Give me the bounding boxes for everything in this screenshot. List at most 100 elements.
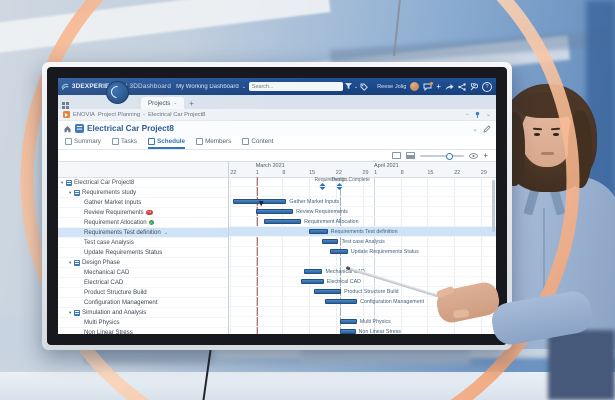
task-row[interactable]: ▾ Requirements study <box>58 188 228 198</box>
gantt-row[interactable]: Gather Market Inputs <box>229 197 496 207</box>
tab-schedule[interactable]: Schedule <box>148 136 186 149</box>
3dexperience-compass-logo[interactable] <box>106 81 129 104</box>
gantt-bar[interactable] <box>339 329 356 334</box>
filter-icon[interactable] <box>344 83 352 90</box>
tools-icon[interactable] <box>470 82 478 91</box>
zoom-slider-knob[interactable] <box>445 152 453 160</box>
gantt-bar-label: Requirements Test definition <box>330 229 398 235</box>
task-row[interactable]: Product Structure Build <box>58 288 228 298</box>
task-row[interactable]: Multi Physics <box>58 318 228 328</box>
tree-body: ▾ Electrical Car Project8 ▾ Requirements st… <box>58 178 228 334</box>
row-expand-chevron-icon[interactable]: ⌄ <box>163 229 168 236</box>
presenter-hair-fringe <box>516 92 580 118</box>
screen: 3DEXPERIENCE | 3DDashboard My Working Da… <box>58 78 496 334</box>
tab-summary[interactable]: Summary <box>65 136 101 149</box>
task-row[interactable]: Gather Market Inputs <box>58 198 228 208</box>
week-tick: 29 <box>362 170 369 176</box>
user-name[interactable]: Reese Jolig <box>377 83 407 90</box>
breadcrumb-app[interactable]: ENOVIA <box>73 111 95 118</box>
gantt-row[interactable]: Requirement Allocation <box>229 217 496 227</box>
project-node-icon <box>74 259 80 266</box>
breadcrumb-item[interactable]: Electrical Car Project8 <box>148 111 206 118</box>
tag-icon[interactable] <box>360 83 369 91</box>
show-hide-eye-icon[interactable] <box>469 152 479 159</box>
task-row[interactable]: Review Requirements +1 <box>58 208 228 218</box>
task-row[interactable]: Update Requirements Status <box>58 248 228 258</box>
tab-content[interactable]: Content <box>242 136 273 149</box>
tree-header <box>58 162 228 178</box>
edit-pencil-icon[interactable] <box>483 124 491 133</box>
add-task-icon[interactable]: + <box>483 150 488 160</box>
zoom-slider[interactable] <box>420 152 465 160</box>
gantt-bar[interactable] <box>301 279 324 284</box>
gantt-row[interactable]: Non Linear Stress <box>229 327 496 334</box>
dashboard-tab-label: Projects <box>148 99 171 107</box>
gantt-row[interactable]: Requirements Test definition <box>229 227 496 237</box>
tab-tasks[interactable]: Tasks <box>111 136 137 149</box>
task-row[interactable]: Electrical CAD <box>58 278 228 288</box>
pin-icon[interactable] <box>474 111 481 118</box>
task-row[interactable]: ▾ Simulation and Analysis <box>58 308 228 318</box>
timeline-header[interactable]: March 2021 April 2021 22 1 8 15 22 29 1 8 15 22 29 <box>229 162 496 178</box>
gantt-bar[interactable] <box>309 229 328 234</box>
minimize-icon[interactable]: − <box>465 111 469 118</box>
gantt-row[interactable]: Test case Analysis <box>229 237 496 247</box>
chevron-down-icon[interactable]: ⌄ <box>485 112 491 118</box>
chevron-down-icon[interactable]: ⌄ <box>173 100 178 105</box>
task-row[interactable]: Mechanical CAD <box>58 268 228 278</box>
tab-label: Members <box>205 138 232 145</box>
gantt-row[interactable]: Update Requirements Status <box>229 247 496 257</box>
task-name: Requirement Allocation <box>84 219 147 226</box>
vertical-scrollbar[interactable] <box>492 180 495 232</box>
task-row[interactable]: Configuration Management <box>58 298 228 308</box>
gantt-bar[interactable] <box>339 319 357 324</box>
display-mode-icon[interactable] <box>392 152 402 159</box>
project-node-icon <box>74 309 80 316</box>
dashboard-selector[interactable]: My Working Dashboard <box>176 83 239 90</box>
title-actions: ⌄ <box>472 124 491 133</box>
chevron-down-icon[interactable]: ⌄ <box>241 83 246 90</box>
enovia-app-icon[interactable] <box>63 111 70 118</box>
gantt-bar[interactable] <box>256 209 294 214</box>
gantt-bar[interactable] <box>314 289 342 294</box>
gantt-row[interactable] <box>229 257 496 267</box>
task-row[interactable]: ▾ Electrical Car Project8 <box>58 178 228 188</box>
app-grid-icon[interactable] <box>62 102 69 109</box>
gantt-row[interactable] <box>229 187 496 197</box>
share-network-icon[interactable] <box>458 82 466 91</box>
gantt-bar[interactable] <box>263 219 302 224</box>
task-row[interactable]: Non Linear Stress <box>58 328 228 334</box>
dashboard-tab[interactable]: Projects ⌄ <box>141 97 185 109</box>
search-input[interactable] <box>248 82 343 91</box>
chevron-down-icon[interactable]: ⌄ <box>353 83 359 90</box>
help-icon[interactable]: ? <box>482 81 492 92</box>
task-name: Electrical Car Project8 <box>74 179 135 186</box>
week-tick: 22 <box>335 170 342 176</box>
gantt-bar[interactable] <box>303 269 323 274</box>
gantt-bar[interactable] <box>321 239 339 244</box>
gantt-bar[interactable] <box>325 299 358 304</box>
home-icon[interactable] <box>63 125 72 133</box>
snapshot-icon[interactable] <box>406 152 416 159</box>
topbar-actions: Reese Jolig + ? <box>377 81 492 92</box>
breadcrumb-section[interactable]: Project Planning <box>97 111 141 118</box>
page-title-bar: Electrical Car Project8 ⌄ <box>58 121 496 136</box>
gantt-row[interactable]: Review Requirements <box>229 207 496 217</box>
week-tick: 22 <box>454 170 461 176</box>
gantt-row[interactable]: Electrical CAD <box>229 277 496 287</box>
task-row[interactable]: Test case Analysis <box>58 238 228 248</box>
task-row[interactable]: ▾ Design Phase <box>58 258 228 268</box>
add-content-icon[interactable]: + <box>436 81 441 91</box>
share-arrow-icon[interactable] <box>445 83 454 91</box>
gantt-bar[interactable] <box>330 249 348 254</box>
task-row[interactable]: Requirements Test definition ⌄ <box>58 228 228 238</box>
tab-members[interactable]: Members <box>196 136 231 149</box>
alert-badge: +1 <box>145 210 153 215</box>
avatar[interactable] <box>410 82 420 91</box>
new-tab-button[interactable]: + <box>189 99 194 108</box>
gantt-row[interactable] <box>229 177 496 187</box>
notifications-icon[interactable] <box>423 81 434 91</box>
task-name: Gather Market Inputs <box>84 199 142 206</box>
task-row[interactable]: Requirement Allocation ✓ <box>58 218 228 228</box>
chevron-down-icon[interactable]: ⌄ <box>472 125 478 133</box>
